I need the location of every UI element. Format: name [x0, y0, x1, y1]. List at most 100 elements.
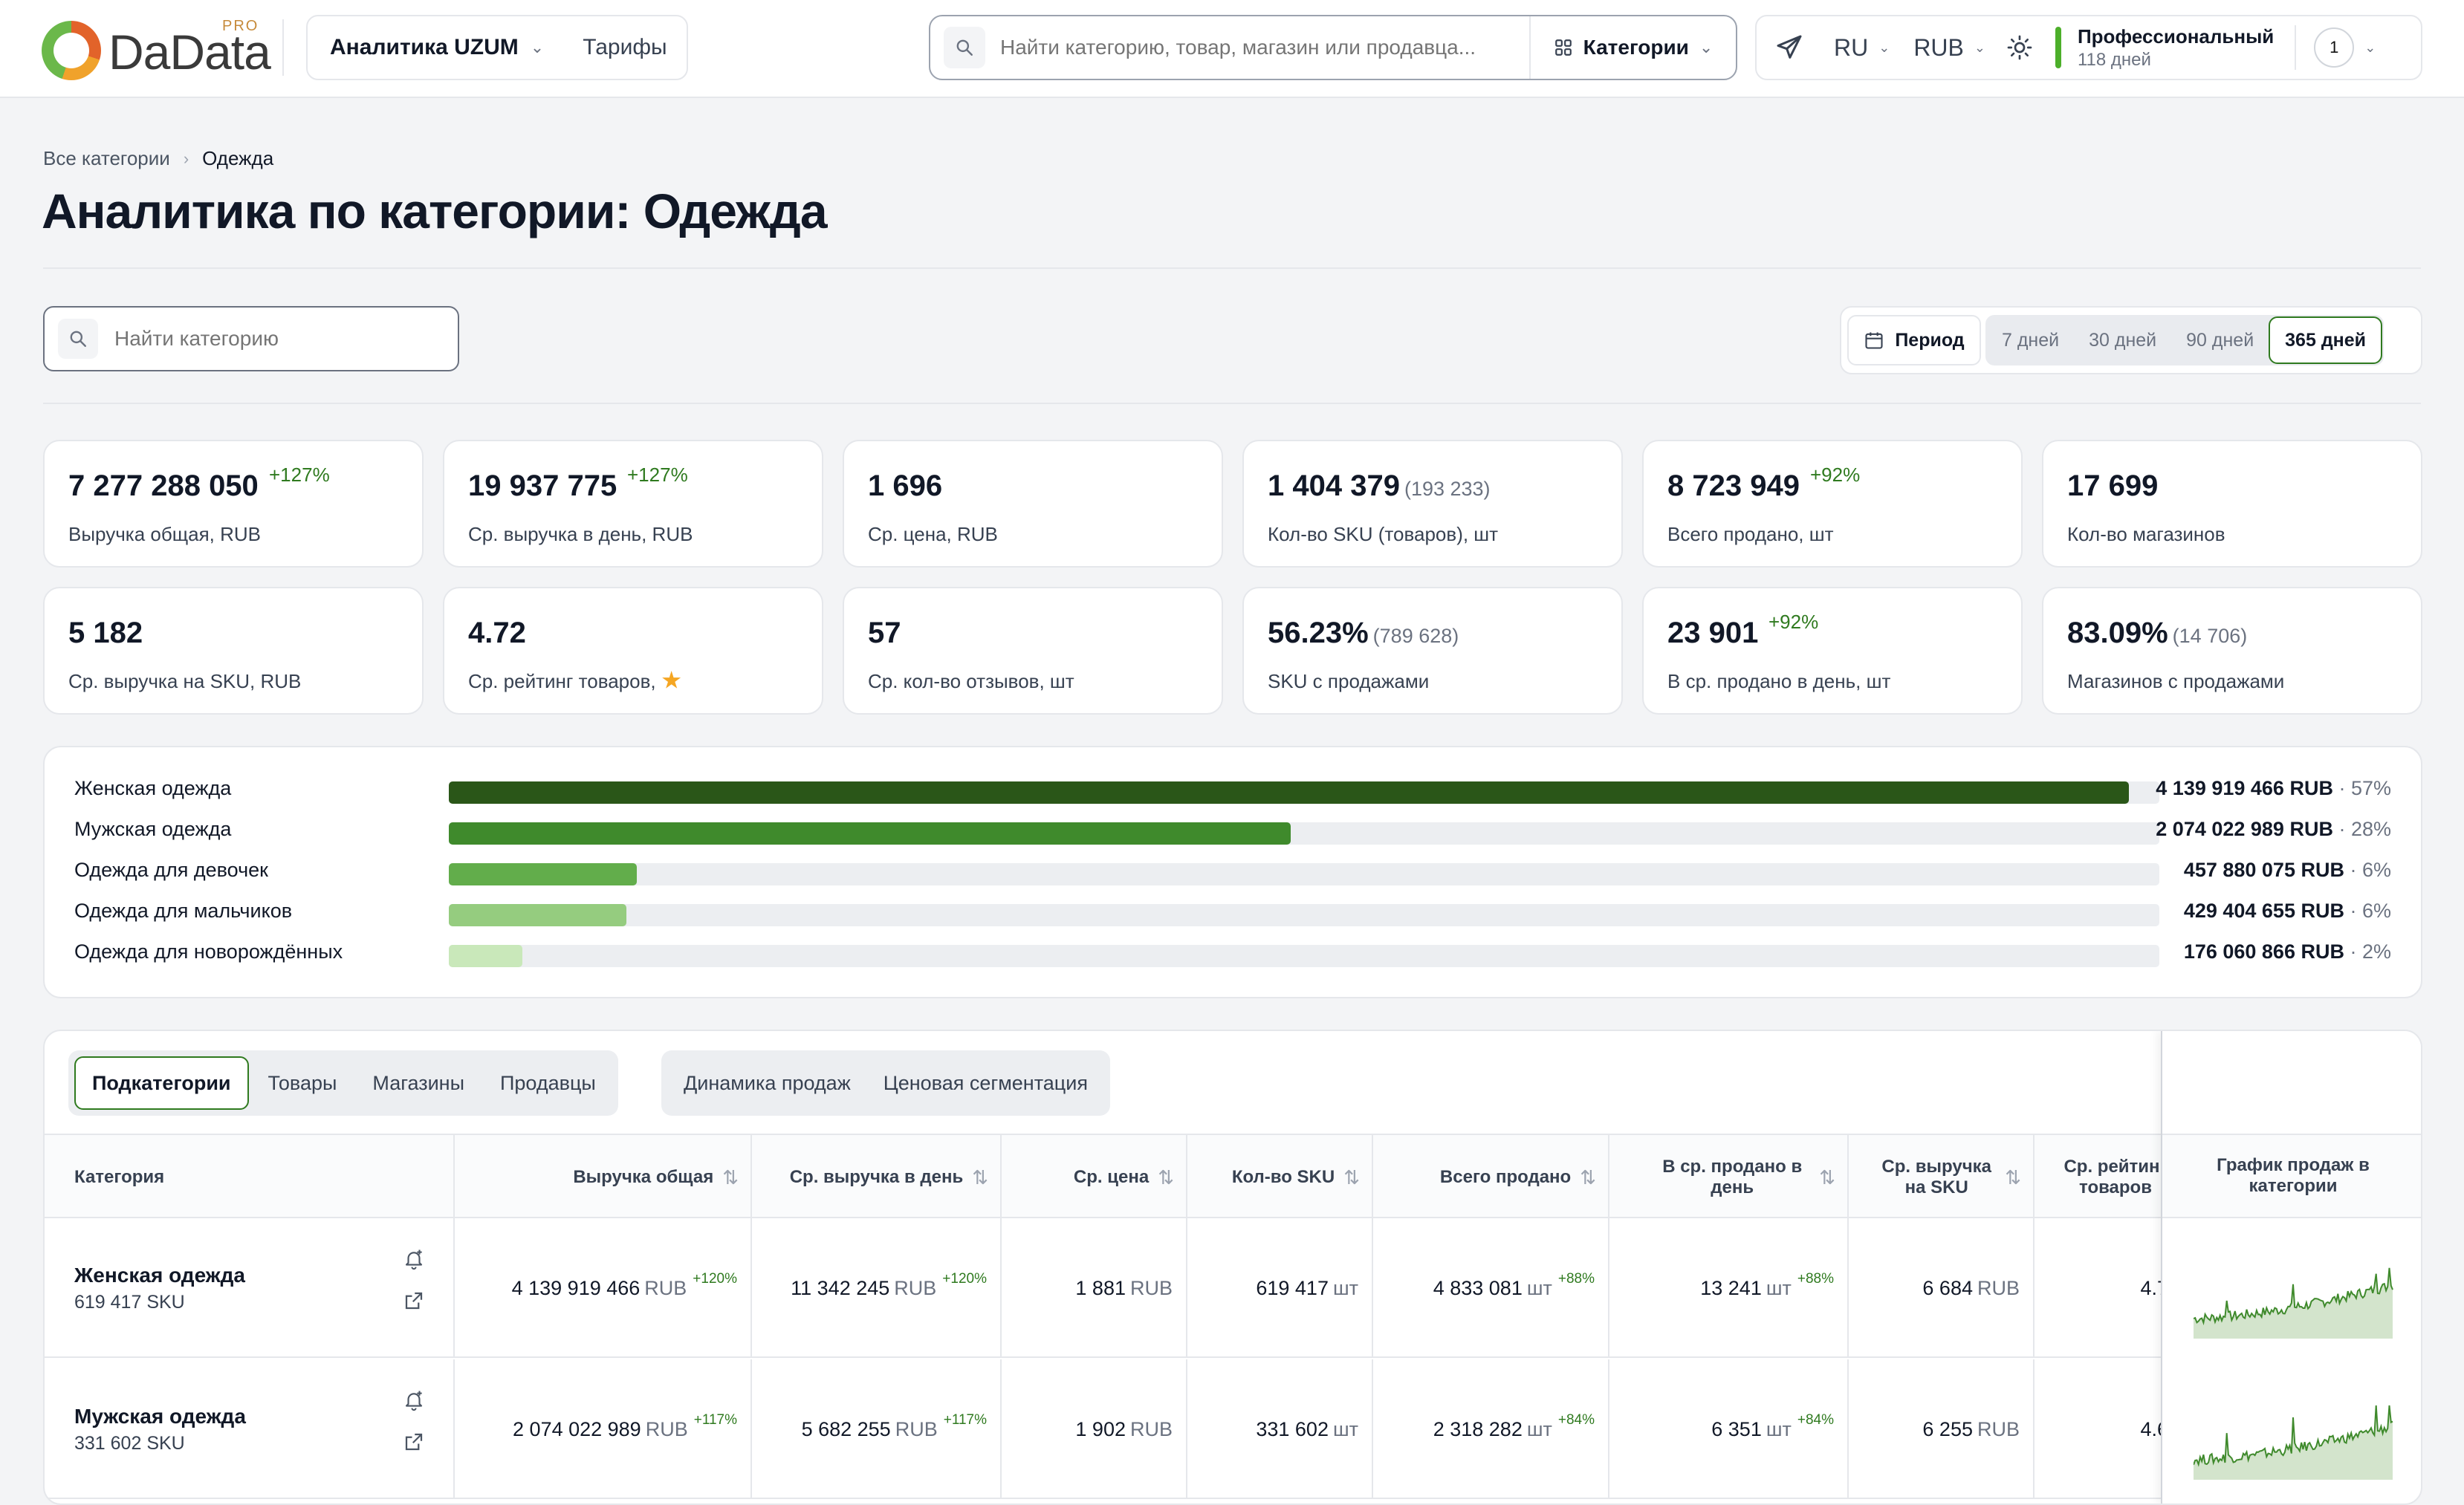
- breakdown-separator: ·: [2332, 818, 2351, 840]
- breakdown-percent: 28%: [2350, 818, 2391, 840]
- row-category-name[interactable]: Мужская одежда: [74, 1404, 246, 1428]
- title-divider: [43, 267, 2421, 269]
- stat-label-text: Магазинов с продажами: [2067, 670, 2285, 692]
- category-search: [43, 306, 459, 371]
- external-link-icon[interactable]: [403, 1431, 425, 1453]
- bell-plus-icon[interactable]: [403, 1389, 425, 1411]
- tab-subcategories[interactable]: Подкатегории: [74, 1056, 249, 1110]
- stat-label: SKU с продажами: [1268, 670, 1429, 693]
- cell-daily-sold: 6 351 шт +84%: [1609, 1359, 1849, 1499]
- col-header-avg-price-label: Ср. цена: [1073, 1167, 1150, 1187]
- breadcrumb-root[interactable]: Все категории: [43, 147, 170, 169]
- stat-subvalue: (193 233): [1404, 478, 1491, 500]
- breakdown-row[interactable]: Одежда для новорождённых 176 060 866 RUB …: [45, 939, 2421, 969]
- breadcrumb-current: Одежда: [202, 147, 274, 169]
- col-header-daily-sold[interactable]: В ср. продано в день ⇅: [1609, 1135, 1849, 1220]
- stat-card: 57 Ср. кол-во отзывов, шт: [843, 587, 1223, 715]
- row-actions: [403, 1248, 425, 1312]
- dadata-logo[interactable]: DaData PRO: [42, 18, 271, 80]
- tariffs-link[interactable]: Тарифы: [583, 35, 667, 59]
- stat-value-text: 4.72: [468, 617, 526, 649]
- period-picker-button[interactable]: Период: [1847, 315, 1981, 365]
- col-header-avg-price[interactable]: Ср. цена ⇅: [1002, 1135, 1187, 1220]
- tab-shops[interactable]: Магазины: [372, 1071, 464, 1094]
- stat-value: 57: [868, 617, 901, 650]
- breakdown-percent: 6%: [2361, 859, 2391, 881]
- sort-icon: ⇅: [722, 1166, 739, 1189]
- stat-value-text: 17 699: [2067, 469, 2159, 502]
- global-search-input[interactable]: [1000, 36, 1529, 59]
- sort-icon: ⇅: [1343, 1166, 1360, 1189]
- stat-value-text: 5 182: [68, 617, 143, 649]
- col-header-daily-revenue[interactable]: Ср. выручка в день ⇅: [752, 1135, 1002, 1220]
- categories-button[interactable]: Категории ⌄: [1529, 16, 1736, 79]
- breakdown-row[interactable]: Мужская одежда 2 074 022 989 RUB · 28%: [45, 816, 2421, 846]
- stat-label: Ср. кол-во отзывов, шт: [868, 670, 1074, 693]
- sales-sparkline: [2194, 1267, 2393, 1339]
- breakdown-row[interactable]: Одежда для девочек 457 880 075 RUB · 6%: [45, 857, 2421, 887]
- col-header-revenue-per-sku[interactable]: Ср. выручка на SKU ⇅: [1849, 1135, 2035, 1220]
- table-row[interactable]: Женская одежда 619 417 SKU 4 139 919 466 RU…: [45, 1218, 2421, 1358]
- cell-value: 6 351: [1711, 1417, 1762, 1440]
- col-header-revenue[interactable]: Выручка общая ⇅: [455, 1135, 752, 1220]
- period-selector: Период 7 дней 30 дней 90 дней 365 дней: [1840, 306, 2422, 374]
- col-header-sku-count[interactable]: Кол-во SKU ⇅: [1187, 1135, 1373, 1220]
- stat-subvalue: (789 628): [1372, 625, 1459, 647]
- cell-value: 2 318 282: [1433, 1417, 1523, 1440]
- breakdown-row[interactable]: Одежда для мальчиков 429 404 655 RUB · 6%: [45, 898, 2421, 928]
- logo-text: DaData: [108, 25, 271, 79]
- period-options: 7 дней 30 дней 90 дней 365 дней: [1985, 315, 2384, 365]
- tab-products[interactable]: Товары: [268, 1071, 337, 1094]
- stat-label: Ср. рейтинг товаров,: [468, 670, 681, 693]
- period-option-7[interactable]: 7 дней: [2002, 329, 2060, 351]
- table-header: Категория Выручка общая ⇅ Ср. выручка в д…: [45, 1134, 2421, 1220]
- analytics-dropdown[interactable]: Аналитика UZUM ⌄: [308, 16, 566, 79]
- cell-value: 331 602: [1256, 1417, 1329, 1440]
- col-header-daily-revenue-label: Ср. выручка в день: [789, 1167, 964, 1187]
- period-option-365[interactable]: 365 дней: [2269, 316, 2383, 364]
- stat-value-text: 83.09%: [2067, 617, 2168, 649]
- filters-divider: [43, 403, 2421, 404]
- cell-category: Женская одежда 619 417 SKU: [45, 1218, 455, 1358]
- stat-card: 56.23% (789 628) SKU с продажами: [1242, 587, 1623, 715]
- col-header-total-sold[interactable]: Всего продано ⇅: [1373, 1135, 1609, 1220]
- tab-price-segmentation[interactable]: Ценовая сегментация: [883, 1071, 1088, 1094]
- cell-unit: шт: [1526, 1417, 1552, 1440]
- stat-delta: +92%: [1768, 611, 1819, 633]
- global-search: Категории ⌄: [929, 15, 1737, 80]
- currency-select[interactable]: RUB ⌄: [1913, 34, 1985, 62]
- stat-card: 23 901 В ср. продано в день, шт +92%: [1642, 587, 2023, 715]
- stat-label-text: Ср. кол-во отзывов, шт: [868, 670, 1074, 692]
- col-header-category-label: Категория: [74, 1167, 165, 1187]
- col-header-category[interactable]: Категория: [45, 1135, 455, 1220]
- breakdown-row[interactable]: Женская одежда 4 139 919 466 RUB · 57%: [45, 776, 2421, 805]
- table-row[interactable]: Мужская одежда 331 602 SKU 2 074 022 989 RU…: [45, 1359, 2421, 1499]
- plan-status-bar: [2055, 27, 2061, 68]
- period-option-30[interactable]: 30 дней: [2089, 329, 2157, 351]
- cell-value: 4 139 919 466: [511, 1276, 641, 1299]
- theme-toggle-sun-icon[interactable]: [2006, 34, 2033, 61]
- row-category-name[interactable]: Женская одежда: [74, 1263, 245, 1287]
- page-title: Аналитика по категории: Одежда: [42, 183, 828, 238]
- breakdown-value: 176 060 866 RUB · 2%: [2184, 940, 2391, 963]
- analytics-dropdown-label: Аналитика UZUM: [330, 35, 519, 59]
- breakdown-bar-fill: [449, 781, 2129, 804]
- grid-icon: [1554, 39, 1572, 56]
- language-select[interactable]: RU ⌄: [1834, 34, 1890, 62]
- analysis-tabs: Динамика продаж Ценовая сегментация: [661, 1050, 1110, 1116]
- breakdown-amount: 429 404 655 RUB: [2183, 900, 2344, 922]
- breakdown-bar-track: [449, 945, 2159, 967]
- external-link-icon[interactable]: [403, 1290, 425, 1312]
- cell-avg-price: 1 902 RUB: [1002, 1359, 1187, 1499]
- telegram-icon[interactable]: [1774, 33, 1804, 62]
- top-header: DaData PRO Аналитика UZUM ⌄ Тарифы Катег…: [0, 0, 2464, 98]
- period-option-90[interactable]: 90 дней: [2186, 329, 2254, 351]
- stat-card: 8 723 949 Всего продано, шт +92%: [1642, 440, 2023, 568]
- stat-delta: +127%: [627, 464, 688, 486]
- tab-sales-dynamics[interactable]: Динамика продаж: [684, 1071, 851, 1094]
- tab-sellers[interactable]: Продавцы: [499, 1071, 596, 1094]
- account-menu[interactable]: 1 ⌄: [2314, 27, 2376, 68]
- bell-plus-icon[interactable]: [403, 1248, 425, 1270]
- plan-info[interactable]: Профессиональный 118 дней: [2078, 25, 2274, 71]
- category-search-input[interactable]: [114, 327, 383, 351]
